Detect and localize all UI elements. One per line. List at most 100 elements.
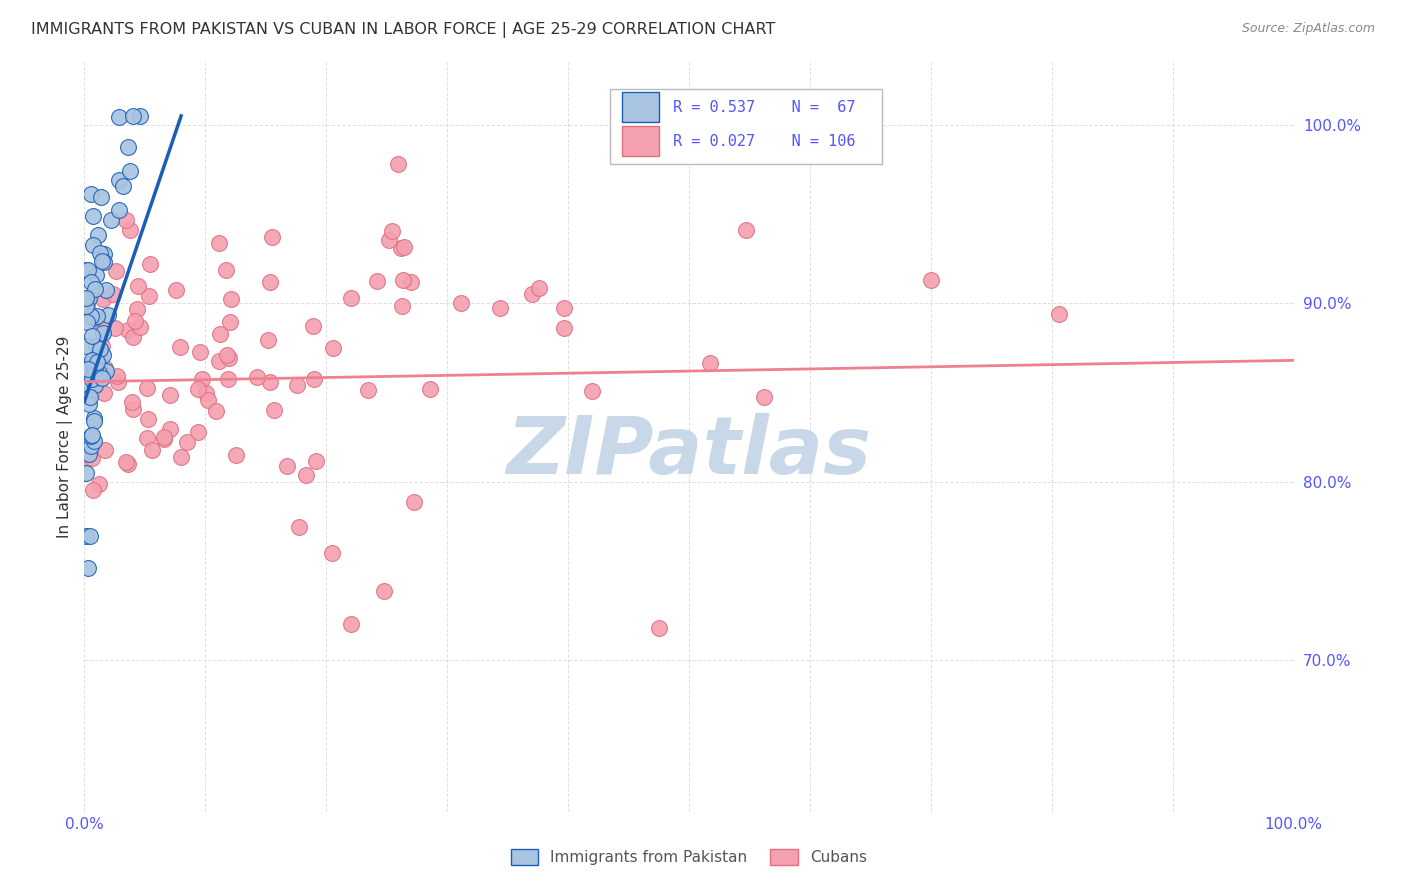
Point — [176, 434, 198, 449]
Point — [75, 466, 97, 480]
Point — [93, 442, 115, 457]
Point — [91, 338, 114, 352]
Legend: Immigrants from Pakistan, Cubans: Immigrants from Pakistan, Cubans — [505, 843, 873, 871]
Point — [91, 326, 114, 340]
Point — [75, 451, 97, 466]
Point — [80, 439, 103, 453]
Point — [82, 353, 104, 368]
Point — [380, 224, 402, 238]
Point — [187, 425, 209, 440]
Point — [191, 372, 214, 386]
Point — [217, 372, 239, 386]
Point — [112, 178, 135, 193]
Point — [82, 329, 104, 343]
Point — [194, 386, 217, 401]
Point — [75, 529, 97, 543]
Point — [83, 364, 105, 378]
FancyBboxPatch shape — [610, 88, 883, 163]
Text: R = 0.537    N =  67: R = 0.537 N = 67 — [673, 100, 856, 115]
Point — [301, 319, 323, 334]
Point — [136, 431, 159, 445]
Point — [187, 382, 209, 396]
Point — [104, 264, 127, 278]
Point — [197, 393, 219, 408]
Point — [754, 390, 776, 404]
Point — [83, 411, 105, 425]
Point — [389, 241, 412, 255]
Point — [107, 202, 129, 217]
Point — [83, 434, 105, 449]
Point — [114, 213, 136, 227]
Point — [84, 282, 107, 296]
Point — [321, 546, 343, 560]
Point — [90, 364, 112, 378]
Point — [82, 238, 104, 252]
Point — [129, 319, 152, 334]
Point — [84, 268, 107, 282]
Point — [83, 311, 105, 326]
FancyBboxPatch shape — [623, 93, 659, 122]
Point — [103, 320, 125, 334]
Point — [117, 323, 139, 337]
Point — [89, 342, 111, 356]
Point — [225, 448, 247, 462]
Point — [124, 314, 146, 328]
Point — [93, 254, 115, 268]
Point — [1047, 307, 1070, 321]
Point — [215, 262, 238, 277]
Point — [83, 414, 105, 428]
Point — [357, 383, 380, 397]
Point — [288, 520, 311, 534]
Point — [287, 377, 309, 392]
Point — [735, 223, 758, 237]
Point — [246, 370, 269, 384]
Point — [82, 372, 104, 386]
Point — [139, 257, 162, 271]
Point — [96, 283, 118, 297]
Point — [208, 327, 231, 342]
Point — [75, 365, 97, 379]
Point — [276, 458, 298, 473]
Point — [76, 263, 98, 277]
Point — [101, 287, 124, 301]
Point — [263, 403, 285, 417]
Point — [553, 301, 575, 315]
Point — [215, 348, 238, 362]
Point — [121, 395, 143, 409]
Point — [450, 296, 472, 310]
Point — [91, 321, 114, 335]
Text: ZIPatlas: ZIPatlas — [506, 413, 872, 491]
Point — [527, 281, 550, 295]
Point — [91, 348, 114, 362]
Point — [188, 344, 211, 359]
Point — [378, 233, 401, 247]
Point — [399, 275, 422, 289]
Point — [169, 340, 191, 354]
Point — [86, 355, 108, 369]
Point — [82, 209, 104, 223]
Point — [80, 428, 103, 442]
Point — [100, 212, 122, 227]
Point — [138, 412, 160, 426]
Point — [93, 246, 115, 260]
Point — [122, 401, 145, 416]
Point — [419, 382, 441, 396]
Point — [169, 450, 191, 465]
Point — [76, 315, 98, 329]
Point — [259, 376, 281, 390]
Point — [138, 289, 160, 303]
Text: Source: ZipAtlas.com: Source: ZipAtlas.com — [1241, 22, 1375, 36]
Point — [108, 111, 131, 125]
Point — [75, 263, 97, 277]
Point — [84, 338, 107, 352]
Point — [86, 228, 108, 243]
Point — [128, 109, 150, 123]
Point — [79, 309, 101, 323]
Point — [77, 362, 100, 376]
Point — [87, 351, 110, 365]
Point — [97, 308, 120, 322]
Point — [295, 467, 318, 482]
Point — [304, 454, 326, 468]
Point — [75, 339, 97, 353]
Point — [77, 378, 100, 392]
